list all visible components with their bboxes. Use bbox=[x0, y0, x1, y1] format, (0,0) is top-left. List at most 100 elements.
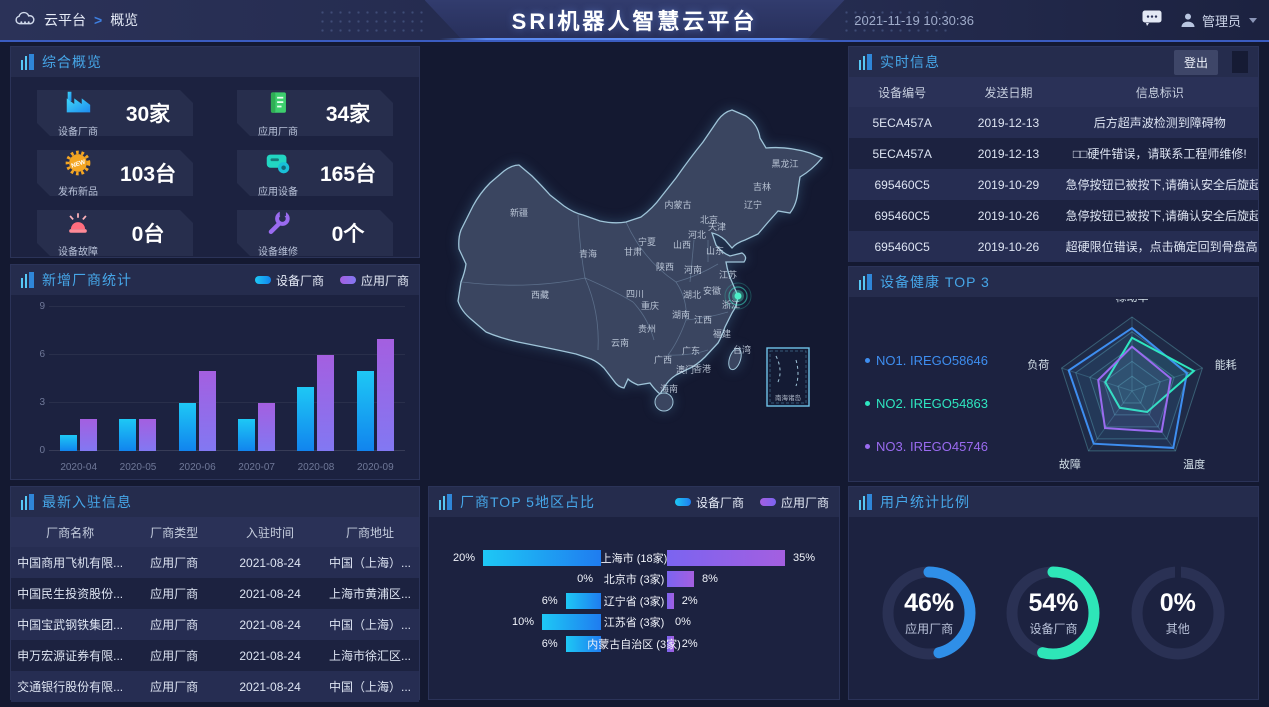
province-label: 山西 bbox=[673, 240, 691, 250]
province-label: 广东 bbox=[682, 345, 700, 356]
legend-item[interactable]: 设备厂商 bbox=[254, 272, 324, 289]
overview-stats-grid: 设备厂商 30家 应用厂商 34家 NEW 发布新品 103台 应用设备 165台 设备故障 0台设… bbox=[11, 77, 419, 269]
stat-card-file: 应用厂商 34家 bbox=[237, 90, 393, 136]
file-icon bbox=[263, 88, 293, 123]
breadcrumb-root[interactable]: 云平台 bbox=[44, 12, 86, 28]
stat-label: 设备厂商 bbox=[58, 127, 98, 138]
bar bbox=[178, 403, 196, 451]
bar-group bbox=[168, 307, 227, 451]
panel-vendor-title: 新增厂商统计 bbox=[42, 272, 132, 288]
province-label: 新疆 bbox=[510, 207, 528, 218]
legend-item[interactable]: 应用厂商 bbox=[759, 494, 829, 511]
legend-swatch bbox=[339, 276, 356, 284]
stat-label: 设备维修 bbox=[258, 247, 298, 258]
bar bbox=[80, 419, 98, 451]
left-value-label: 6% bbox=[541, 637, 558, 650]
breadcrumb-current[interactable]: 概览 bbox=[110, 12, 139, 28]
health-list-item[interactable]: NO3. IREGO45746 bbox=[865, 439, 988, 454]
legend-item[interactable]: 应用厂商 bbox=[339, 272, 409, 289]
province-label: 江苏 bbox=[719, 269, 737, 280]
left-value-label: 0% bbox=[577, 573, 593, 586]
panel-overview-header: 综合概览 bbox=[11, 47, 419, 77]
table-cell: 应用厂商 bbox=[150, 587, 199, 601]
table-cell: 2021-08-24 bbox=[239, 586, 301, 601]
message-icon[interactable] bbox=[1142, 10, 1162, 31]
province-label: 内蒙古 bbox=[664, 199, 691, 210]
tornado-row: 6% 辽宁省 (3家) 2% bbox=[441, 590, 827, 612]
panel-health-title: 设备健康 TOP 3 bbox=[880, 274, 990, 290]
table-cell: 2019-12-13 bbox=[977, 115, 1040, 130]
right-bar bbox=[667, 549, 785, 566]
panel-realtime-header: 实时信息 登出 bbox=[849, 47, 1258, 77]
right-value-label: 0% bbox=[675, 616, 691, 629]
province-label: 辽宁 bbox=[744, 199, 762, 210]
health-list-item[interactable]: NO1. IREGO58646 bbox=[865, 353, 988, 368]
bar-group bbox=[227, 307, 286, 451]
table-row: 5ECA457A 2019-12-13 □□硬件错误，请联系工程师维修! bbox=[849, 138, 1258, 169]
province-label: 天津 bbox=[708, 222, 726, 232]
radar-series bbox=[1067, 326, 1188, 449]
stat-label: 设备故障 bbox=[58, 247, 98, 258]
table-cell: 695460C5 bbox=[874, 239, 930, 254]
legend-label: 设备厂商 bbox=[695, 495, 744, 510]
bar-group bbox=[49, 307, 108, 451]
factory-icon bbox=[62, 88, 94, 123]
table-cell: 695460C5 bbox=[874, 208, 930, 223]
region-label: 上海市 (18家) bbox=[600, 552, 668, 565]
stat-label: 发布新品 bbox=[58, 187, 98, 198]
bullet-icon bbox=[865, 358, 870, 363]
table-cell: 2021-08-24 bbox=[239, 617, 301, 632]
south-china-sea-inset: 南海诸岛 bbox=[766, 347, 810, 407]
province-label: 四川 bbox=[626, 289, 644, 299]
legend-label: 应用厂商 bbox=[780, 495, 829, 510]
right-value-label: 35% bbox=[793, 551, 816, 564]
header-corner-box bbox=[1232, 51, 1248, 73]
user-icon bbox=[1181, 13, 1195, 27]
bar-group bbox=[286, 307, 345, 451]
logout-button[interactable]: 登出 bbox=[1173, 49, 1218, 75]
left-value-label: 6% bbox=[541, 594, 558, 607]
bar bbox=[297, 387, 315, 451]
x-axis-label: 2020-05 bbox=[119, 462, 157, 473]
y-axis-tick: 6 bbox=[39, 349, 45, 361]
svg-text:南海诸岛: 南海诸岛 bbox=[775, 393, 801, 402]
radar-axis-label: 温度 bbox=[1183, 457, 1205, 471]
x-axis-label: 2020-09 bbox=[356, 462, 394, 473]
province-label: 吉林 bbox=[753, 181, 771, 192]
map-marker-shanghai[interactable] bbox=[724, 282, 752, 310]
province-label: 湖北 bbox=[683, 290, 701, 300]
province-label: 澳门 bbox=[676, 364, 694, 375]
table-cell: 应用厂商 bbox=[150, 680, 199, 694]
health-list-item[interactable]: NO2. IREGO54863 bbox=[865, 396, 988, 411]
left-bar bbox=[542, 614, 601, 631]
panel-bars-icon bbox=[859, 494, 872, 510]
legend-item[interactable]: 设备厂商 bbox=[674, 494, 744, 511]
table-row: 695460C5 2019-10-26 急停按钮已被按下,请确认安全后旋起! bbox=[849, 200, 1258, 231]
vendor-chart-legend: 设备厂商 应用厂商 bbox=[254, 272, 409, 289]
donut-chart: 54% 设备厂商 bbox=[993, 553, 1113, 673]
taiwan-island bbox=[728, 347, 742, 371]
panel-realtime-title: 实时信息 bbox=[880, 54, 940, 70]
left-bar bbox=[565, 635, 601, 652]
stat-card-new-badge: NEW 发布新品 103台 bbox=[37, 150, 193, 196]
x-axis-label: 2020-06 bbox=[178, 462, 216, 473]
province-label: 甘肃 bbox=[624, 246, 642, 257]
panel-overview: 综合概览 设备厂商 30家 应用厂商 34家 NEW 发布新品 103台 应用设备 165台 设备… bbox=[10, 46, 420, 258]
province-label: 安徽 bbox=[703, 285, 721, 296]
table-cell: □□硬件错误，请联系工程师维修! bbox=[1072, 147, 1247, 161]
bar bbox=[198, 371, 216, 451]
province-label: 香港 bbox=[693, 363, 711, 374]
x-axis-label: 2020-04 bbox=[60, 462, 98, 473]
top-header: 云平台 > 概览 SRI机器人智慧云平台 2021-11-19 10:30:36… bbox=[0, 0, 1269, 42]
table-cell: 中国（上海）... bbox=[329, 680, 412, 694]
table-cell: 2021-08-24 bbox=[239, 648, 301, 663]
new-badge-icon: NEW bbox=[63, 148, 93, 183]
decor-dots-right bbox=[842, 8, 952, 34]
user-menu[interactable]: 管理员 bbox=[1180, 11, 1257, 30]
bullet-icon bbox=[865, 444, 870, 449]
province-label: 西藏 bbox=[531, 289, 549, 300]
table-cell: 2021-08-24 bbox=[239, 555, 301, 570]
table-row: 5ECA457A 2019-12-13 后方超声波检测到障碍物 bbox=[849, 107, 1258, 138]
table-cell: 5ECA457A bbox=[872, 115, 932, 130]
panel-bars-icon bbox=[859, 54, 872, 70]
